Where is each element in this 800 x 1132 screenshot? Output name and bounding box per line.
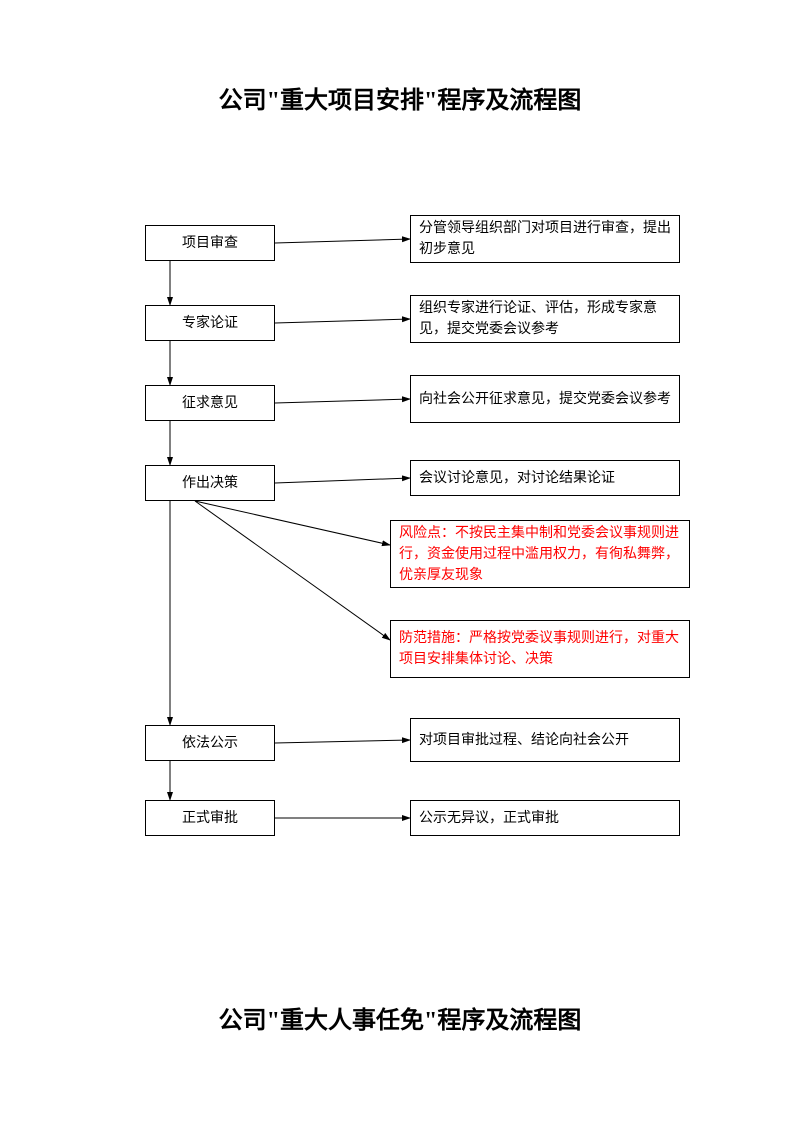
- flow-desc-5: 对项目审批过程、结论向社会公开: [410, 718, 680, 762]
- flow-desc-2: 组织专家进行论证、评估，形成专家意见，提交党委会议参考: [410, 295, 680, 343]
- flow-desc-4: 会议讨论意见，对讨论结果论证: [410, 460, 680, 496]
- flow-step-3: 征求意见: [145, 385, 275, 421]
- desc-text: 公示无异议，正式审批: [419, 808, 559, 829]
- step-label: 专家论证: [182, 313, 238, 334]
- risk-text: 风险点：不按民主集中制和党委会议事规则进行，资金使用过程中滥用权力，有徇私舞弊，…: [399, 523, 681, 586]
- page-title-2: 公司"重大人事任免"程序及流程图: [0, 1000, 800, 1035]
- step-label: 项目审查: [182, 233, 238, 254]
- flow-step-2: 专家论证: [145, 305, 275, 341]
- desc-text: 组织专家进行论证、评估，形成专家意见，提交党委会议参考: [419, 298, 671, 340]
- flow-desc-6: 公示无异议，正式审批: [410, 800, 680, 836]
- flow-step-4: 作出决策: [145, 465, 275, 501]
- flow-prevent: 防范措施：严格按党委议事规则进行，对重大项目安排集体讨论、决策: [390, 620, 690, 678]
- step-label: 正式审批: [182, 808, 238, 829]
- flow-risk: 风险点：不按民主集中制和党委会议事规则进行，资金使用过程中滥用权力，有徇私舞弊，…: [390, 520, 690, 588]
- flow-step-5: 依法公示: [145, 725, 275, 761]
- flow-desc-3: 向社会公开征求意见，提交党委会议参考: [410, 375, 680, 423]
- desc-text: 对项目审批过程、结论向社会公开: [419, 730, 629, 751]
- step-label: 作出决策: [182, 473, 238, 494]
- step-label: 依法公示: [182, 733, 238, 754]
- desc-text: 向社会公开征求意见，提交党委会议参考: [419, 389, 671, 410]
- flow-step-1: 项目审查: [145, 225, 275, 261]
- desc-text: 会议讨论意见，对讨论结果论证: [419, 468, 615, 489]
- flow-desc-1: 分管领导组织部门对项目进行审查，提出初步意见: [410, 215, 680, 263]
- flow-step-6: 正式审批: [145, 800, 275, 836]
- step-label: 征求意见: [182, 393, 238, 414]
- prevent-text: 防范措施：严格按党委议事规则进行，对重大项目安排集体讨论、决策: [399, 628, 681, 670]
- page-title-1: 公司"重大项目安排"程序及流程图: [0, 80, 800, 115]
- desc-text: 分管领导组织部门对项目进行审查，提出初步意见: [419, 218, 671, 260]
